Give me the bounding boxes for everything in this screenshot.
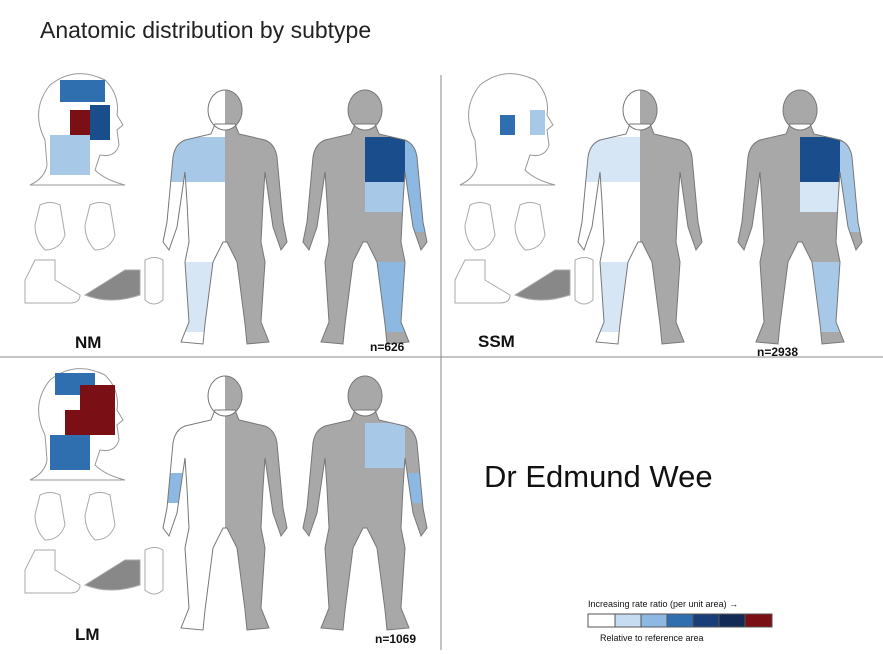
figure: Anatomic distribution by subtype NM n=62…: [0, 0, 883, 654]
count: n=2938: [757, 345, 798, 359]
count: n=626: [370, 340, 405, 354]
legend-caption: Relative to reference area: [600, 633, 704, 643]
legend-title: Increasing rate ratio (per unit area) →: [588, 599, 738, 609]
subtype-label: NM: [75, 333, 101, 352]
watermark: Dr Edmund Wee: [484, 459, 713, 494]
count: n=1069: [375, 632, 416, 646]
subtype-label: LM: [75, 625, 100, 644]
title: Anatomic distribution by subtype: [40, 17, 371, 43]
subtype-label: SSM: [478, 332, 515, 351]
